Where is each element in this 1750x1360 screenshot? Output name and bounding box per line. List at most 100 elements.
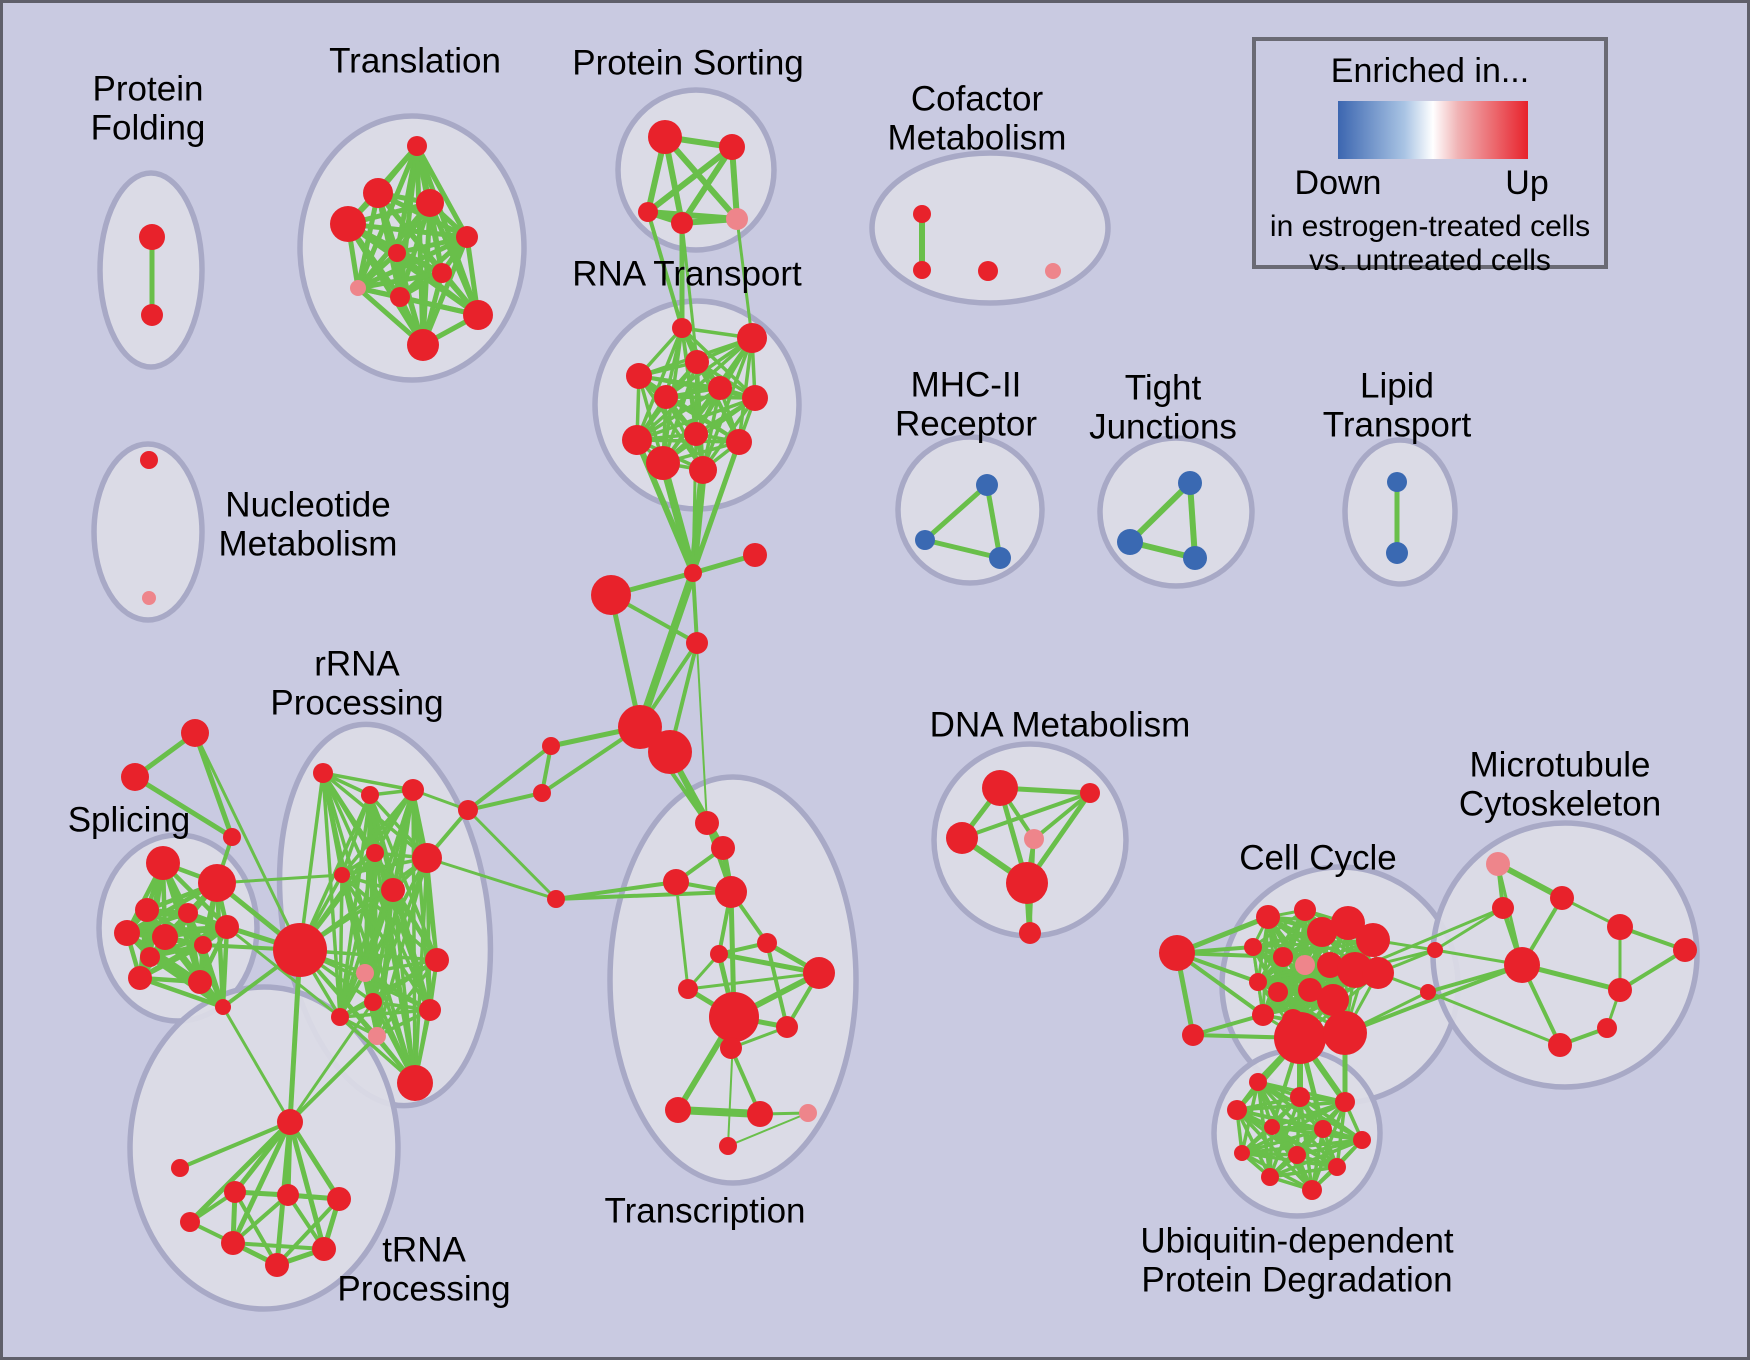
cluster-label-protein-folding: Folding: [91, 108, 206, 147]
network-node: [1288, 1146, 1306, 1164]
edge: [691, 433, 698, 574]
network-node: [456, 226, 478, 248]
edge: [677, 1106, 761, 1118]
network-node: [1274, 1012, 1326, 1064]
network-node: [1117, 529, 1143, 555]
cluster-label-dna-metabolism: DNA Metabolism: [930, 705, 1191, 744]
network-node: [463, 300, 493, 330]
network-node: [334, 867, 350, 883]
network-node: [1550, 886, 1574, 910]
network-node: [648, 120, 682, 154]
edge: [371, 857, 429, 1003]
cluster-label-trna-processing: tRNA: [382, 1230, 466, 1269]
edge: [555, 890, 732, 901]
edge: [193, 732, 302, 951]
edge: [1192, 1013, 1264, 1037]
edge: [690, 441, 742, 574]
edge: [555, 880, 677, 901]
network-node: [915, 530, 935, 550]
edge: [1241, 1127, 1324, 1155]
network-node: [171, 1159, 189, 1177]
network-node: [591, 575, 631, 615]
network-node: [1307, 917, 1337, 947]
edge: [287, 949, 303, 1123]
network-node: [913, 205, 931, 223]
edge: [1241, 1138, 1363, 1155]
network-node: [313, 763, 333, 783]
network-node: [1256, 905, 1280, 929]
edge: [646, 144, 734, 215]
network-node: [711, 836, 735, 860]
edge: [364, 971, 431, 1012]
edge: [288, 1001, 375, 1123]
cluster-label-tight-junctions: Junctions: [1089, 407, 1237, 446]
network-node: [978, 261, 998, 281]
network-node: [684, 564, 702, 582]
network-node: [946, 822, 978, 854]
edge: [288, 1034, 379, 1124]
network-node: [194, 936, 212, 954]
network-node: [671, 212, 693, 234]
cluster-label-cofactor-metabolism: Cofactor: [911, 79, 1044, 118]
network-node: [1273, 947, 1293, 967]
cluster-label-lipid-transport: Lipid: [1360, 366, 1434, 405]
network-node: [803, 957, 835, 989]
network-node: [542, 737, 560, 755]
edge: [646, 211, 684, 329]
network-node: [273, 923, 327, 977]
network-node: [1295, 955, 1315, 975]
edge: [425, 857, 432, 1011]
legend-down-label: Down: [1295, 164, 1382, 202]
network-node: [327, 1187, 351, 1211]
cluster-label-rrna-processing: Processing: [270, 683, 443, 722]
edge: [635, 336, 754, 442]
network-node: [976, 474, 998, 496]
edge: [275, 1197, 341, 1267]
cluster-label-lipid-transport: Transport: [1323, 405, 1472, 444]
cluster-label-trna-processing: Processing: [337, 1269, 510, 1308]
network-node: [397, 1065, 433, 1101]
edge: [139, 975, 224, 1010]
edge: [608, 594, 643, 728]
network-node: [140, 947, 160, 967]
edge: [1269, 1138, 1363, 1179]
network-node: [1006, 862, 1048, 904]
network-node: [265, 1253, 289, 1277]
network-node: [533, 784, 551, 802]
legend-title: Enriched in...: [1331, 52, 1529, 90]
network-node: [689, 456, 717, 484]
edge: [923, 483, 989, 542]
network-node: [364, 993, 382, 1011]
network-node: [223, 828, 241, 846]
edge: [339, 958, 438, 1019]
edge: [1127, 480, 1193, 545]
network-node: [686, 632, 708, 654]
edge: [216, 873, 343, 885]
edge: [665, 395, 740, 444]
cluster-label-translation: Translation: [329, 41, 501, 80]
network-node: [1261, 1168, 1279, 1186]
network-node: [121, 763, 149, 791]
network-node: [1294, 899, 1316, 921]
network-node: [654, 385, 678, 409]
edge: [375, 857, 429, 1037]
edge: [765, 942, 789, 1028]
edge: [396, 234, 468, 256]
network-node: [1608, 978, 1632, 1002]
edge: [961, 791, 1091, 840]
network-node: [1486, 852, 1510, 876]
edge: [679, 145, 735, 225]
network-node: [1252, 1004, 1274, 1026]
network-node: [1673, 938, 1697, 962]
edge: [226, 925, 341, 1019]
edge: [357, 270, 443, 291]
network-node: [663, 869, 689, 895]
network-node: [1264, 1119, 1280, 1135]
network-node: [982, 770, 1018, 806]
edge: [661, 396, 757, 465]
network-node: [221, 1231, 245, 1255]
edge: [687, 971, 820, 991]
network-node: [363, 178, 393, 208]
